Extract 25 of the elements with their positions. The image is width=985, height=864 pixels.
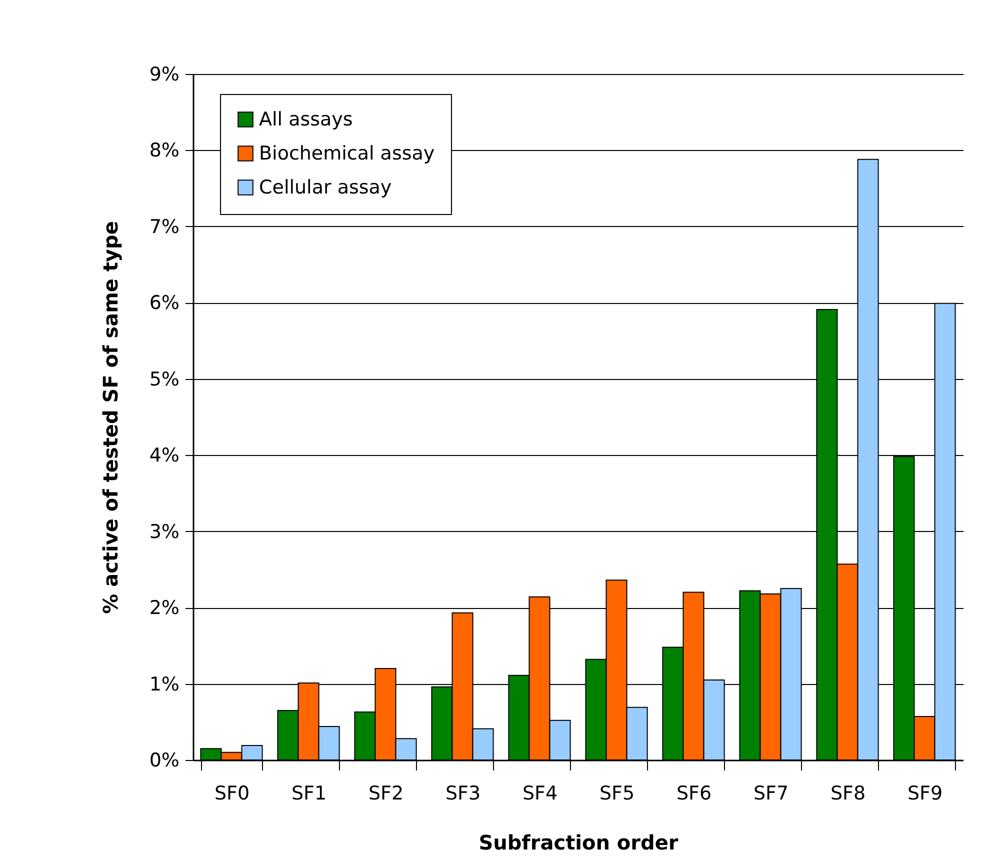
y-tick-label: 6% (149, 292, 180, 314)
x-tick-label: SF3 (445, 782, 481, 804)
y-tick-label: 7% (149, 216, 180, 238)
y-tick-label: 2% (149, 597, 180, 620)
x-tick-label: SF6 (676, 782, 712, 804)
legend-label: Biochemical assay (259, 142, 435, 164)
x-tick-label: SF7 (753, 782, 789, 804)
y-tick-label: 1% (149, 673, 180, 696)
x-tick-label: SF2 (368, 782, 404, 804)
x-tick-label: SF5 (599, 782, 635, 804)
y-tick-label: 5% (149, 368, 180, 390)
y-tick-label: 9% (149, 64, 180, 86)
x-tick-label: SF4 (522, 782, 558, 804)
legend-label: All assays (259, 108, 353, 130)
y-tick-label: 0% (149, 750, 180, 772)
y-tick-label: 3% (149, 520, 180, 543)
y-tick-label: 8% (149, 140, 180, 162)
x-axis-title: Subfraction order (478, 830, 678, 854)
x-tick-label: SF9 (907, 782, 943, 804)
x-tick-label: SF8 (830, 782, 866, 804)
x-tick-label: SF1 (291, 782, 327, 804)
y-tick-label: 4% (149, 444, 180, 467)
x-tick-label: SF0 (214, 782, 250, 804)
y-axis-title: % active of tested SF of same type (98, 221, 122, 614)
legend-label: Cellular assay (259, 176, 392, 198)
